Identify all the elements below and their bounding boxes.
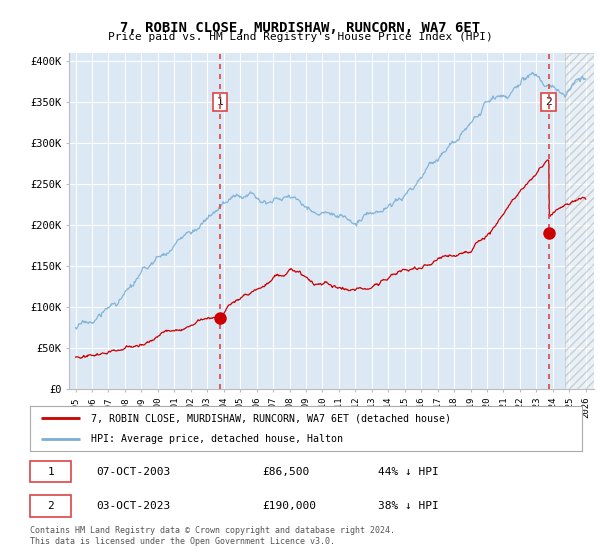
Text: 7, ROBIN CLOSE, MURDISHAW, RUNCORN, WA7 6ET: 7, ROBIN CLOSE, MURDISHAW, RUNCORN, WA7 …	[120, 21, 480, 35]
Text: 1: 1	[217, 97, 223, 108]
Text: HPI: Average price, detached house, Halton: HPI: Average price, detached house, Halt…	[91, 433, 343, 444]
Text: 38% ↓ HPI: 38% ↓ HPI	[378, 501, 439, 511]
Text: Contains HM Land Registry data © Crown copyright and database right 2024.
This d: Contains HM Land Registry data © Crown c…	[30, 526, 395, 546]
Text: 03-OCT-2023: 03-OCT-2023	[96, 501, 170, 511]
Text: 2: 2	[545, 97, 552, 108]
Text: £190,000: £190,000	[262, 501, 316, 511]
Text: 2: 2	[47, 501, 54, 511]
Text: 07-OCT-2003: 07-OCT-2003	[96, 466, 170, 477]
Text: £86,500: £86,500	[262, 466, 309, 477]
Text: 44% ↓ HPI: 44% ↓ HPI	[378, 466, 439, 477]
Bar	[565, 53, 600, 389]
FancyBboxPatch shape	[30, 496, 71, 517]
Text: 7, ROBIN CLOSE, MURDISHAW, RUNCORN, WA7 6ET (detached house): 7, ROBIN CLOSE, MURDISHAW, RUNCORN, WA7 …	[91, 413, 451, 423]
FancyBboxPatch shape	[30, 461, 71, 482]
Text: Price paid vs. HM Land Registry's House Price Index (HPI): Price paid vs. HM Land Registry's House …	[107, 32, 493, 43]
Text: 1: 1	[47, 466, 54, 477]
